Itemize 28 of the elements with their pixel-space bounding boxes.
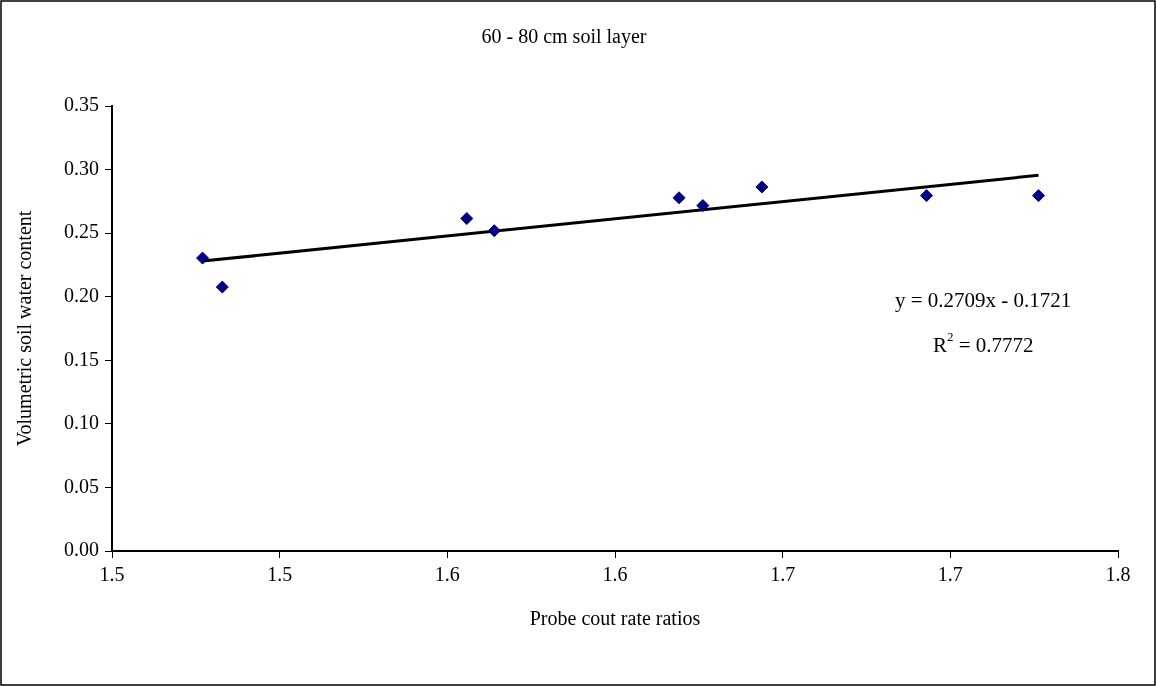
y-tick-label: 0.05 bbox=[64, 474, 99, 497]
y-tick-label: 0.35 bbox=[64, 93, 99, 116]
x-tick-label: 1.5 bbox=[99, 563, 125, 586]
point bbox=[1032, 189, 1046, 203]
point bbox=[755, 180, 769, 194]
x-tick-label: 1.5 bbox=[267, 563, 293, 586]
point bbox=[460, 212, 474, 226]
annotation: y = 0.2709x - 0.1721 bbox=[895, 288, 1072, 313]
y-tick-label: 0.20 bbox=[64, 283, 99, 306]
x-axis-title: Probe cout rate ratios bbox=[529, 607, 701, 630]
y-tick-label: 0.15 bbox=[64, 347, 99, 370]
x-tick-label: 1.7 bbox=[937, 563, 963, 586]
y-tick-label: 0.10 bbox=[64, 411, 99, 434]
y-tick-label: 0.00 bbox=[64, 538, 99, 561]
point bbox=[696, 199, 710, 213]
point bbox=[920, 189, 934, 203]
chart-title: 60 - 80 cm soil layer bbox=[481, 25, 647, 49]
point bbox=[215, 280, 229, 294]
point bbox=[672, 191, 686, 205]
x-tick-label: 1.6 bbox=[602, 563, 628, 586]
point bbox=[487, 224, 501, 238]
y-tick-label: 0.25 bbox=[64, 220, 99, 243]
x-tick-label: 1.7 bbox=[770, 563, 796, 586]
x-tick-label: 1.6 bbox=[434, 563, 460, 586]
point bbox=[196, 251, 210, 265]
y-axis-title: Volumetric soil water content bbox=[13, 210, 36, 447]
y-tick-label: 0.30 bbox=[64, 156, 99, 179]
x-tick-label: 1.8 bbox=[1105, 563, 1131, 586]
